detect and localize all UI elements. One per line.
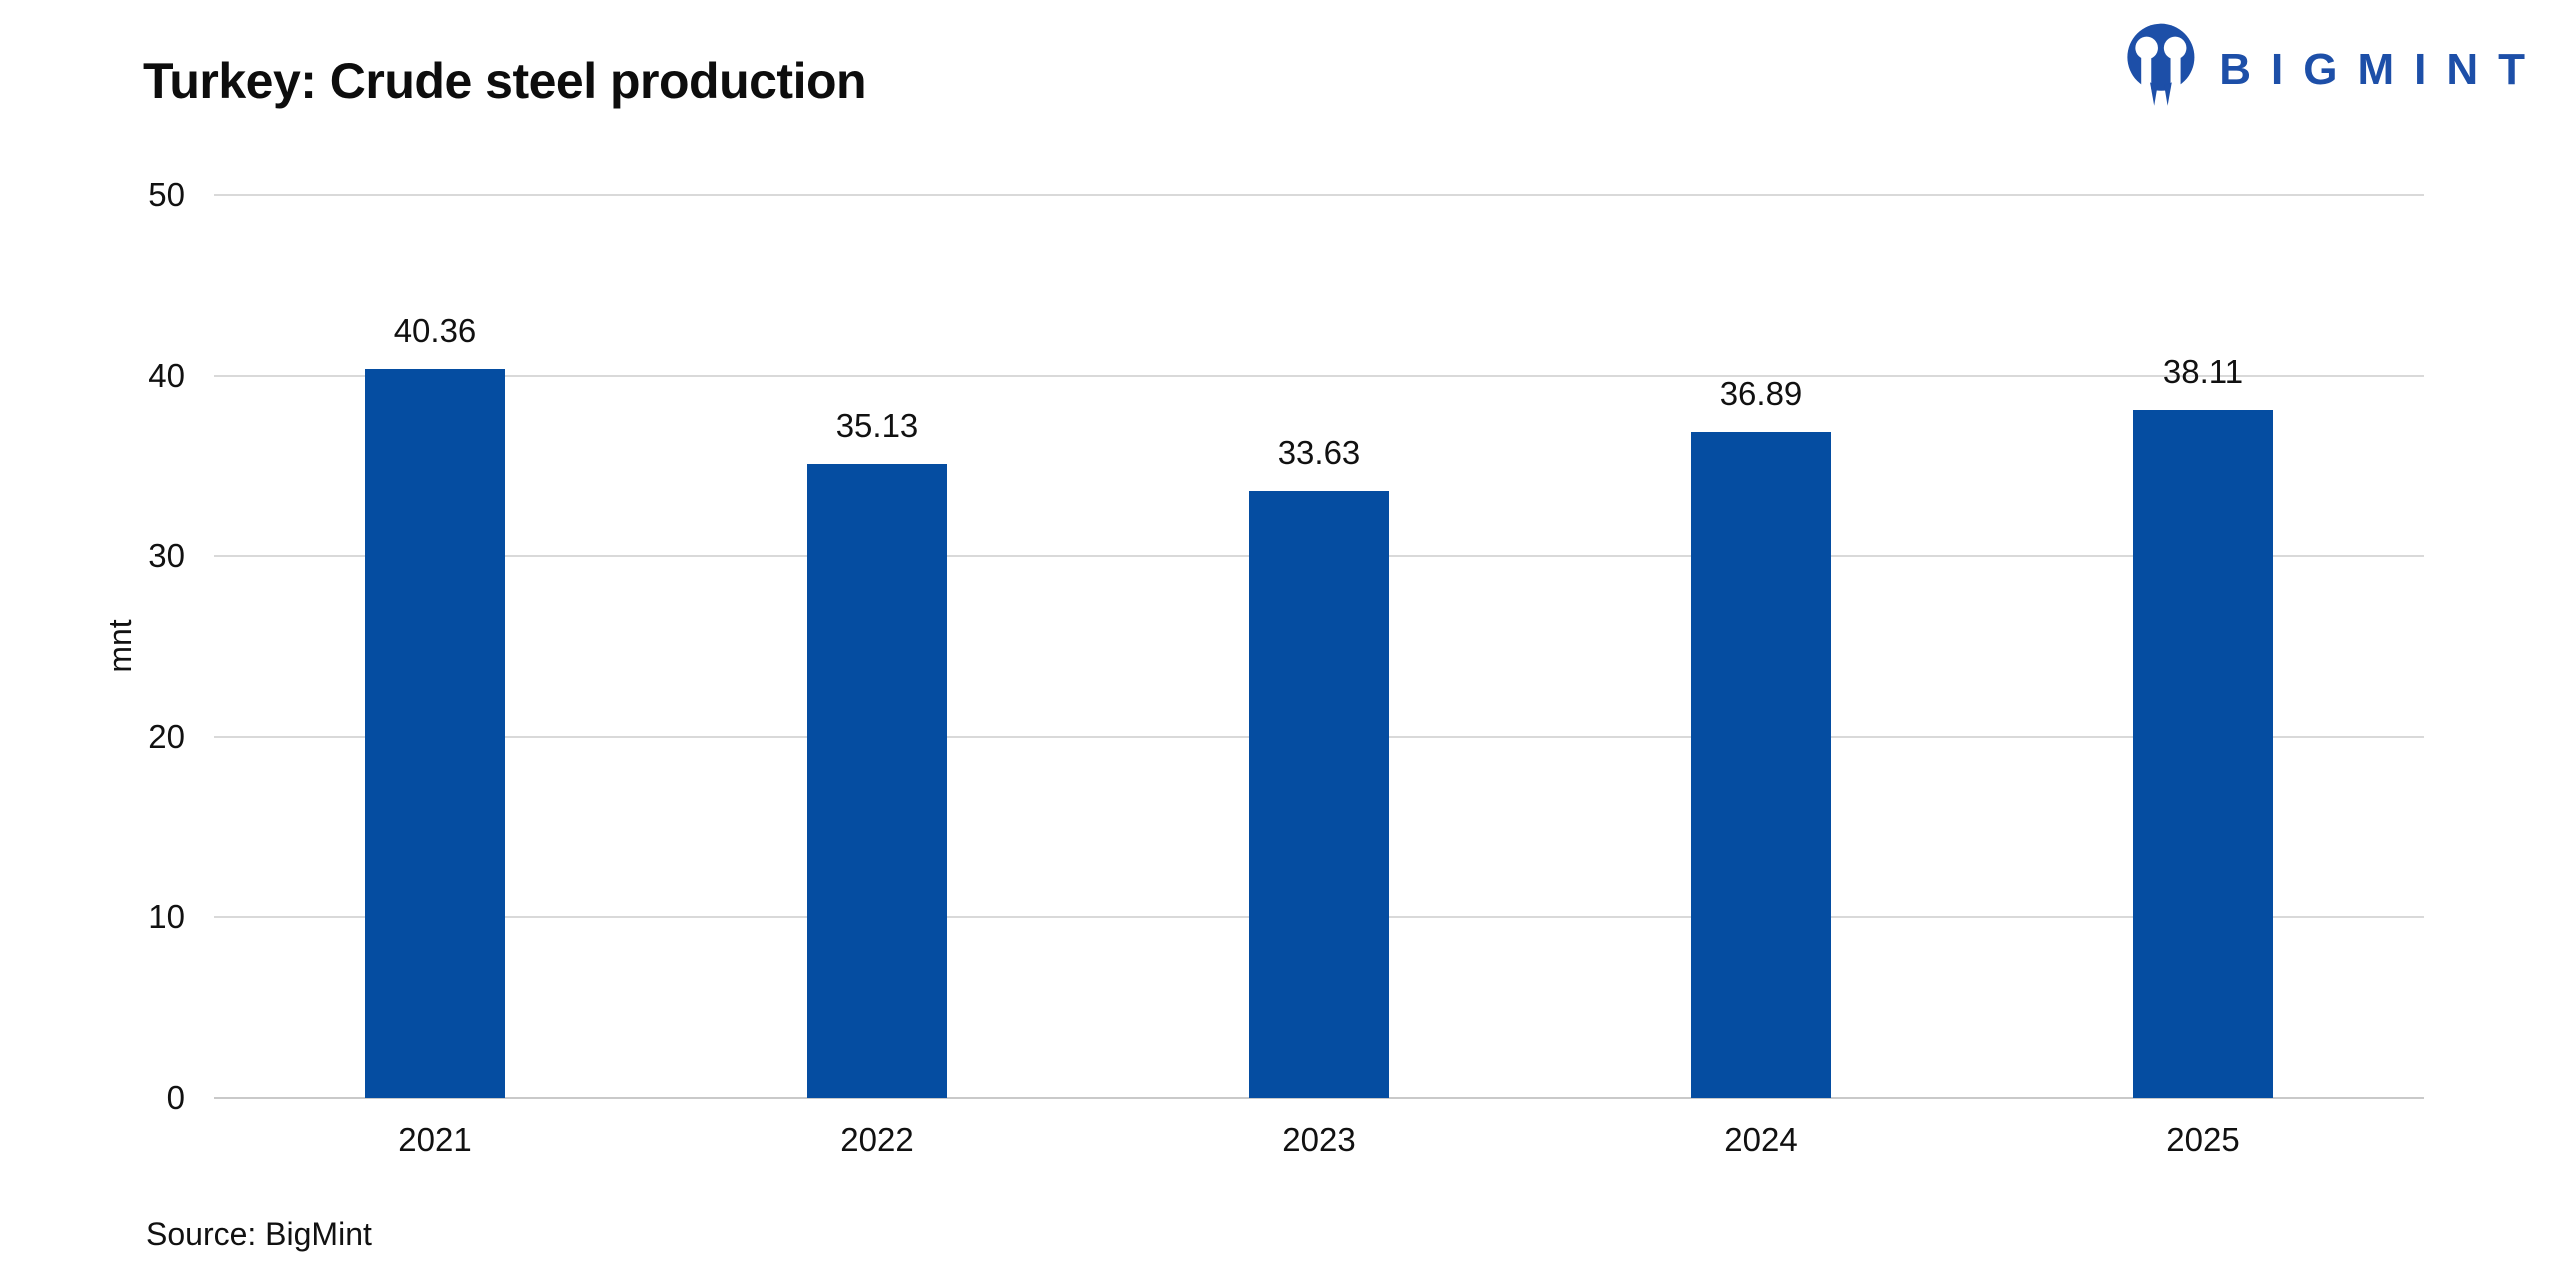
bar-value-label: 38.11 — [2162, 352, 2244, 390]
bar — [2133, 409, 2273, 1098]
x-tick-label: 2024 — [1724, 1121, 1798, 1158]
bigmint-logo-icon — [2127, 23, 2195, 106]
bar — [807, 463, 947, 1098]
y-tick-label: 10 — [148, 898, 185, 936]
x-tick-label: 2025 — [2166, 1121, 2240, 1158]
gridline — [214, 374, 2424, 377]
bigmint-logo: BIGMINT — [2119, 22, 2525, 110]
bar — [1249, 490, 1389, 1098]
y-tick-label: 50 — [148, 176, 185, 213]
y-tick-label: 20 — [148, 717, 185, 755]
bar-value-label: 35.13 — [835, 406, 919, 444]
bar — [1691, 431, 1831, 1098]
y-tick-label: 40 — [148, 356, 185, 394]
bar-value-label: 40.36 — [393, 312, 477, 350]
x-tick-label: 2023 — [1282, 1121, 1356, 1158]
bigmint-logo-text: BIGMINT — [2219, 45, 2545, 94]
y-tick-label: 30 — [148, 537, 185, 575]
y-axis-title: mnt — [102, 619, 138, 673]
chart-title: Turkey: Crude steel production — [143, 53, 867, 109]
source-note: Source: BigMint — [146, 1216, 372, 1252]
bar — [365, 369, 505, 1098]
bar-value-label: 33.63 — [1277, 433, 1361, 471]
x-axis-baseline — [214, 1097, 2424, 1099]
gridline — [214, 194, 2424, 196]
bar-value-label: 36.89 — [1719, 374, 1803, 412]
x-tick-label: 2021 — [398, 1121, 472, 1158]
y-tick-label: 0 — [166, 1079, 185, 1116]
x-tick-label: 2022 — [840, 1121, 914, 1158]
